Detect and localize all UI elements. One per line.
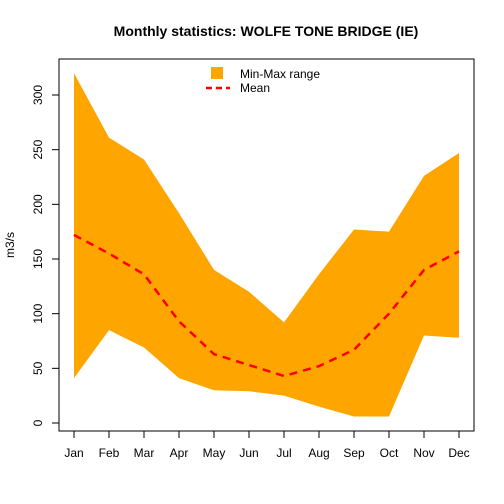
y-axis-label: m3/s (3, 232, 17, 258)
x-tick-label: Oct (380, 446, 399, 460)
y-tick-label: 100 (31, 303, 45, 323)
legend-label-range: Min-Max range (240, 67, 320, 81)
x-tick-label: Sep (343, 446, 365, 460)
range-band-layer (74, 73, 459, 417)
x-tick-label: Apr (170, 446, 189, 460)
y-tick-label: 300 (31, 85, 45, 105)
mean-line-layer (73, 233, 460, 378)
legend: Min-Max range Mean (206, 67, 320, 95)
x-tick-label: Jul (276, 446, 291, 460)
x-axis: Jan Feb Mar Apr May Jun Jul Aug Sep Oct Nov Dec (64, 430, 470, 460)
y-tick-label: 200 (31, 194, 45, 214)
x-tick-label: Feb (99, 446, 120, 460)
x-tick-label: Dec (448, 446, 469, 460)
x-tick-label: Jun (239, 446, 258, 460)
x-tick-label: Mar (134, 446, 155, 460)
x-tick-label: Jan (64, 446, 83, 460)
mean-line (73, 233, 460, 378)
y-tick-label: 0 (31, 419, 45, 426)
y-axis: 0 50 100 150 200 250 300 (31, 85, 60, 426)
legend-label-mean: Mean (240, 81, 270, 95)
x-tick-label: May (203, 446, 226, 460)
y-tick-label: 50 (31, 361, 45, 375)
min-max-range-band (74, 73, 459, 417)
legend-swatch-range (211, 67, 223, 79)
chart-title: Monthly statistics: WOLFE TONE BRIDGE (I… (114, 23, 419, 39)
y-tick-label: 150 (31, 249, 45, 269)
x-tick-label: Nov (413, 446, 434, 460)
y-tick-label: 250 (31, 139, 45, 159)
x-tick-label: Aug (308, 446, 329, 460)
